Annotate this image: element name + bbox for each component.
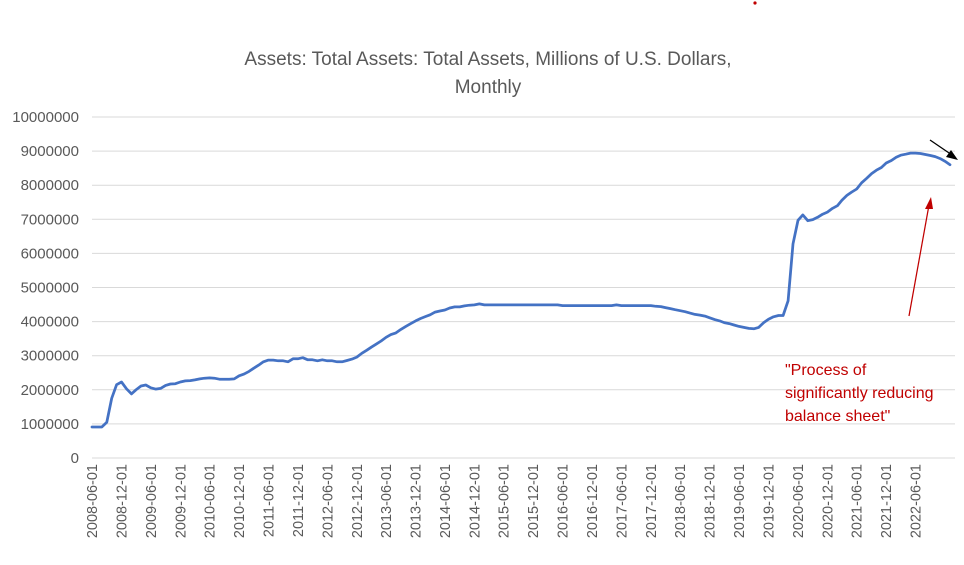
x-tick-label: 2022-06-01 bbox=[909, 464, 925, 538]
y-tick-label: 0 bbox=[71, 450, 79, 467]
x-tick-label: 2018-12-01 bbox=[703, 464, 719, 538]
x-tick-label: 2014-12-01 bbox=[467, 464, 483, 538]
x-tick-label: 2019-06-01 bbox=[732, 464, 748, 538]
x-tick-label: 2015-12-01 bbox=[526, 464, 542, 538]
y-axis-tick-labels: 0 1000000 2000000 3000000 4000000 5000000 6000… bbox=[12, 109, 79, 467]
y-tick-label: 9000000 bbox=[21, 143, 79, 160]
stray-dot-mark bbox=[753, 1, 757, 5]
x-tick-label: 2017-12-01 bbox=[644, 464, 660, 538]
x-axis-tick-labels: 2008-06-01 2008-12-01 2009-06-01 2009-12-01… bbox=[85, 464, 925, 538]
series-line-total-assets bbox=[90, 151, 952, 429]
x-tick-label: 2021-06-01 bbox=[850, 464, 866, 538]
annotation-arrow-red-head bbox=[925, 197, 933, 209]
annotation-text-line-3: balance sheet" bbox=[785, 408, 890, 425]
x-tick-label: 2011-06-01 bbox=[261, 464, 277, 537]
y-tick-label: 4000000 bbox=[21, 314, 79, 331]
x-tick-label: 2009-06-01 bbox=[144, 464, 160, 538]
x-tick-label: 2008-12-01 bbox=[114, 464, 130, 538]
x-tick-label: 2008-06-01 bbox=[85, 464, 101, 538]
chart-title-line-1: Assets: Total Assets: Total Assets, Mill… bbox=[244, 49, 731, 70]
annotation-text-line-1: "Process of bbox=[785, 362, 867, 379]
y-tick-label: 1000000 bbox=[21, 416, 79, 433]
y-tick-label: 8000000 bbox=[21, 177, 79, 194]
annotation-arrow-red-shaft bbox=[908, 204, 930, 317]
x-tick-label: 2009-12-01 bbox=[173, 464, 189, 538]
x-tick-label: 2016-06-01 bbox=[556, 464, 572, 538]
x-tick-label: 2020-06-01 bbox=[791, 464, 807, 538]
annotation-arrow-black-shaft bbox=[929, 139, 953, 156]
chart-title-line-2: Monthly bbox=[455, 77, 522, 98]
x-tick-label: 2015-06-01 bbox=[497, 464, 513, 538]
y-tick-label: 10000000 bbox=[12, 109, 79, 126]
x-tick-label: 2010-12-01 bbox=[232, 464, 248, 538]
x-tick-label: 2011-12-01 bbox=[291, 464, 307, 537]
y-tick-label: 5000000 bbox=[21, 280, 79, 297]
x-tick-label: 2012-12-01 bbox=[350, 464, 366, 538]
y-tick-label: 7000000 bbox=[21, 211, 79, 228]
y-tick-label: 3000000 bbox=[21, 348, 79, 365]
y-tick-label: 2000000 bbox=[21, 382, 79, 399]
x-tick-label: 2019-12-01 bbox=[761, 464, 777, 538]
x-tick-label: 2012-06-01 bbox=[320, 464, 336, 538]
x-tick-label: 2016-12-01 bbox=[585, 464, 601, 538]
annotation-arrow-black-head bbox=[946, 150, 958, 160]
x-tick-label: 2010-06-01 bbox=[203, 464, 219, 538]
x-tick-label: 2018-06-01 bbox=[673, 464, 689, 538]
x-tick-label: 2013-06-01 bbox=[379, 464, 395, 538]
x-tick-label: 2021-12-01 bbox=[879, 464, 895, 538]
x-tick-label: 2017-06-01 bbox=[614, 464, 630, 538]
x-tick-label: 2014-06-01 bbox=[438, 464, 454, 538]
x-tick-label: 2020-12-01 bbox=[820, 464, 836, 538]
annotation-text-line-2: significantly reducing bbox=[785, 385, 934, 402]
x-tick-label: 2013-12-01 bbox=[409, 464, 425, 538]
y-tick-label: 6000000 bbox=[21, 245, 79, 262]
